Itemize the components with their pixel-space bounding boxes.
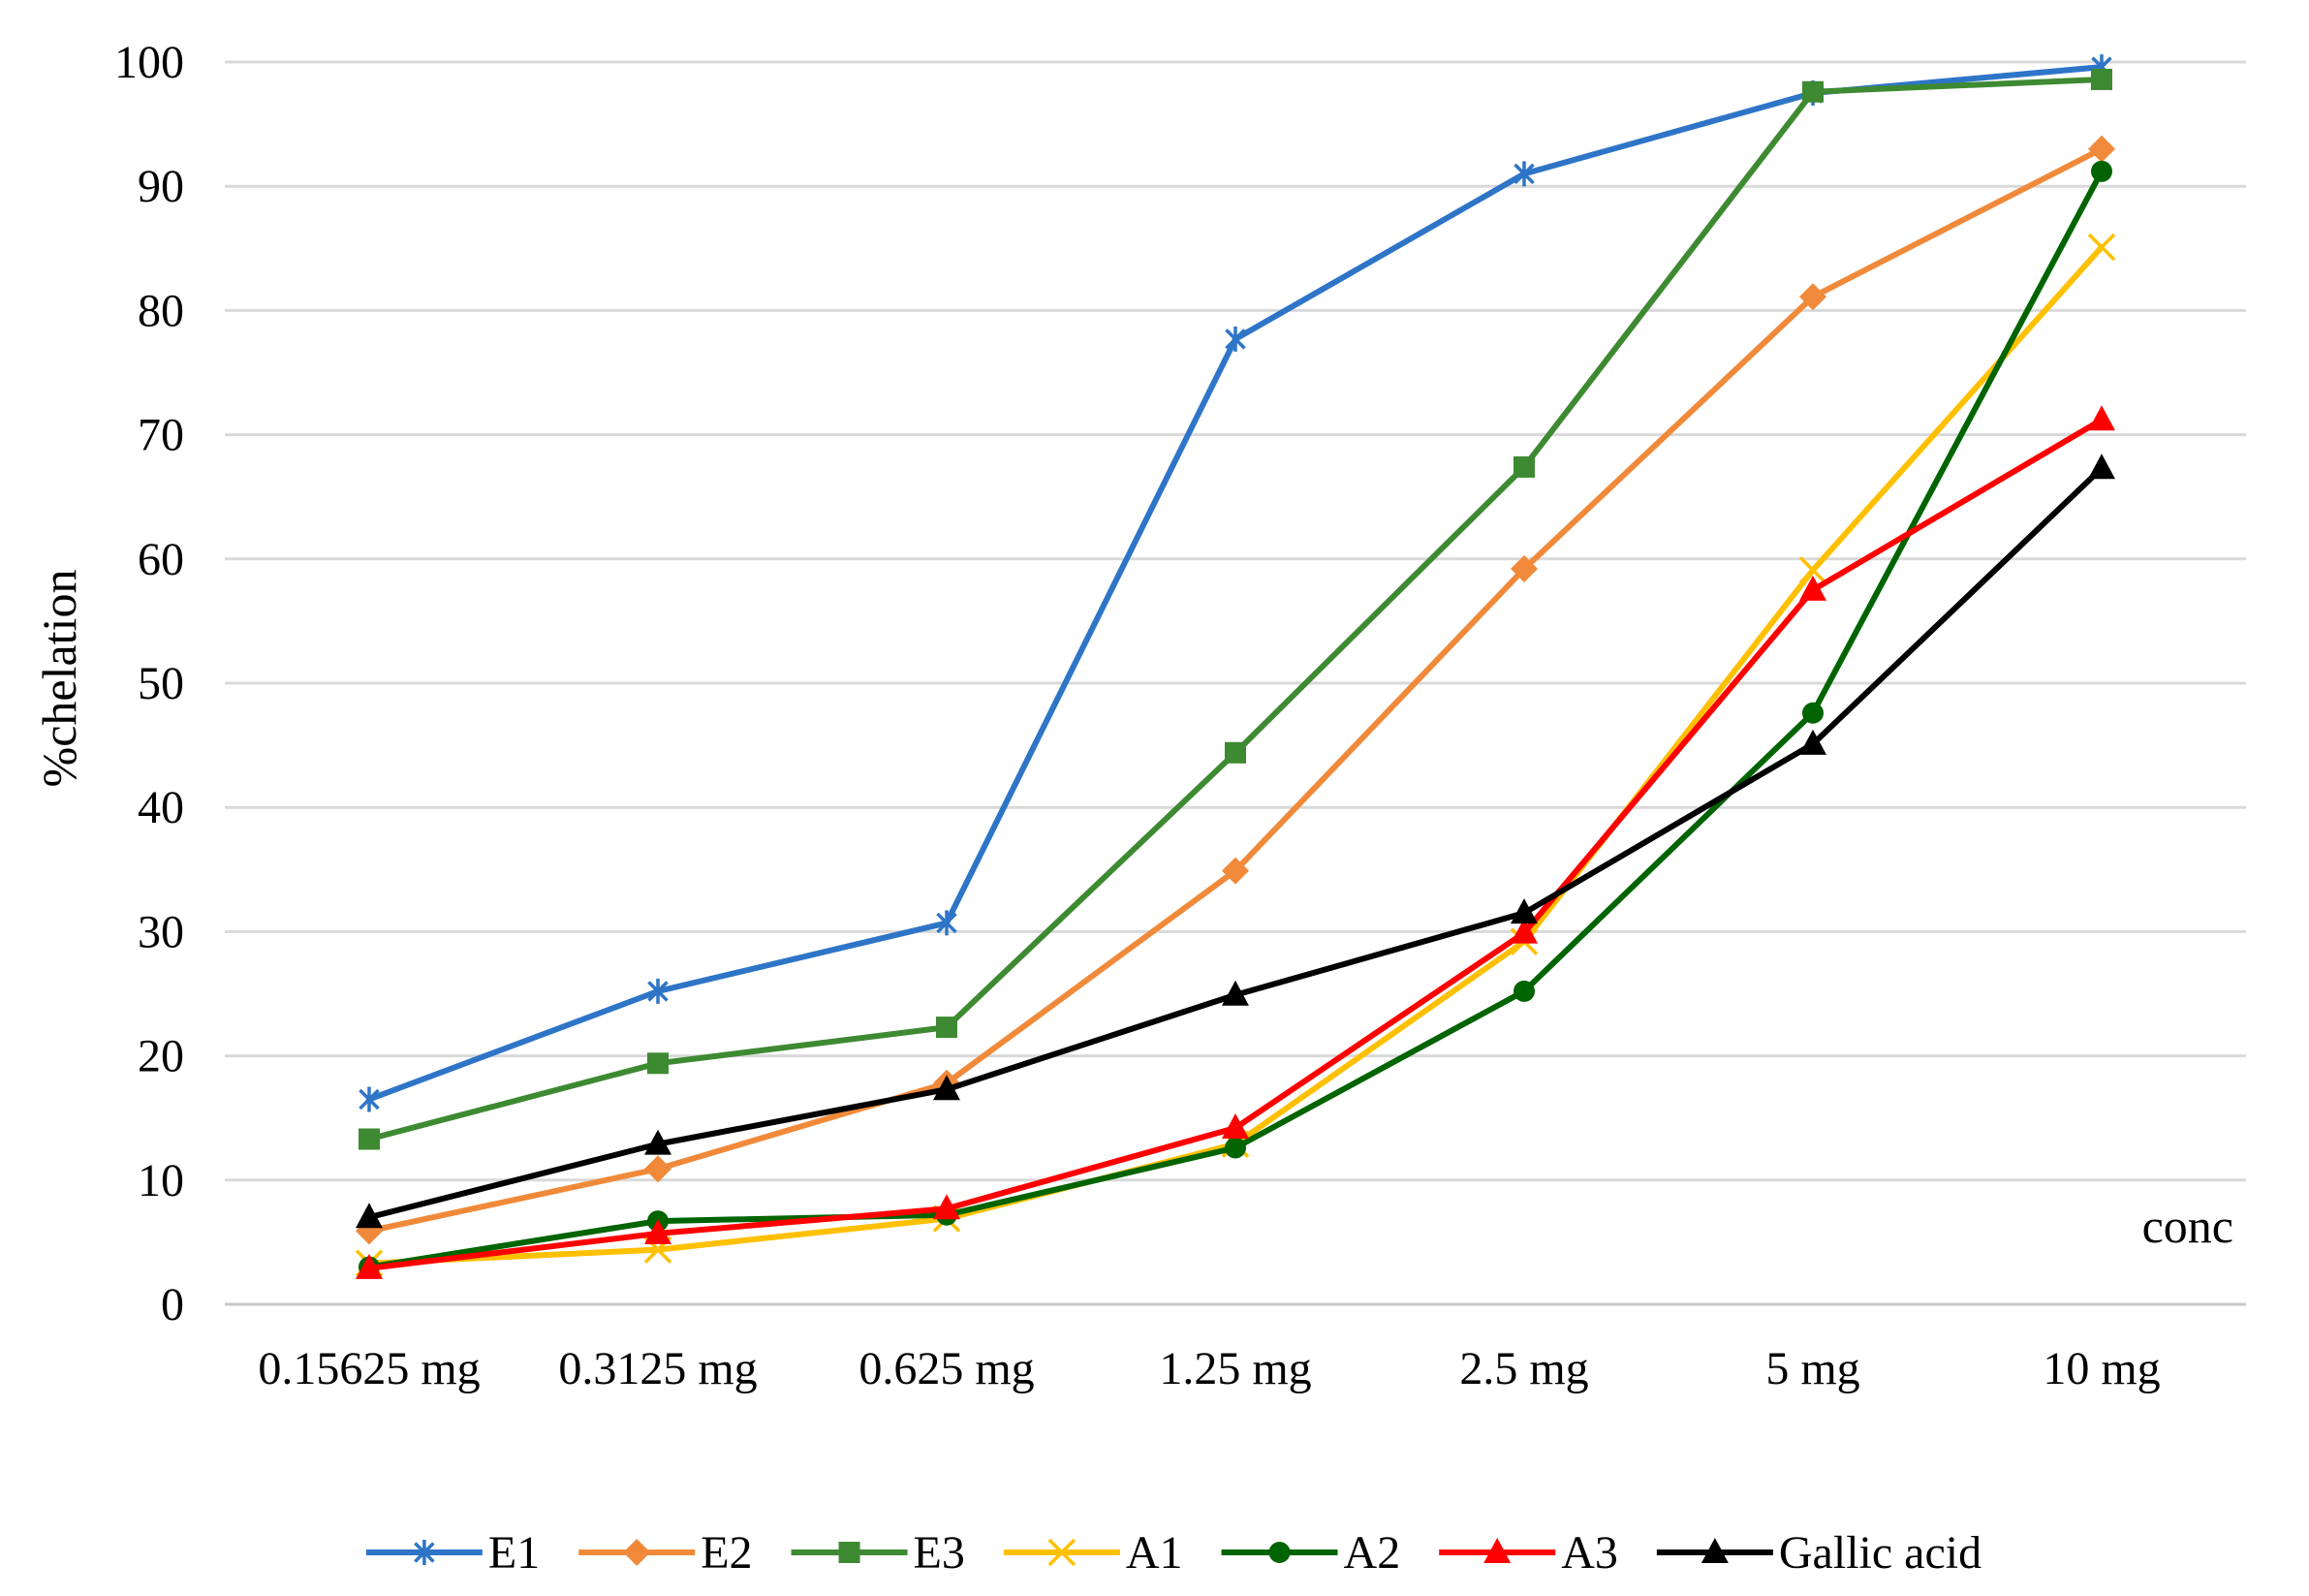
legend-label: Gallic acid (1779, 1527, 1981, 1579)
data-point (1799, 283, 1826, 311)
series-a3 (356, 405, 2115, 1279)
data-point (1222, 980, 1249, 1006)
data-point (356, 1203, 383, 1229)
data-point (1513, 455, 1535, 478)
legend-item: E2 (578, 1527, 753, 1579)
legend-item: A1 (1003, 1527, 1183, 1579)
data-point (2087, 233, 2116, 262)
data-point (2088, 454, 2115, 480)
x-tick-labels: 0.15625 mg 0.3125 mg 0.625 mg 1.25 mg 2.5 mg… (258, 1343, 2160, 1394)
legend-marker (1701, 1538, 1729, 1563)
series-lines (355, 54, 2116, 1279)
gridlines (225, 60, 2246, 1306)
data-point (2091, 68, 2112, 90)
data-point (1511, 898, 1538, 924)
y-tick-label: 100 (114, 37, 184, 88)
data-point (936, 1017, 957, 1039)
x-tick-label: 5 mg (1765, 1343, 1859, 1394)
data-point (359, 1086, 380, 1112)
data-point (1511, 555, 1538, 583)
data-point (933, 1075, 960, 1101)
y-axis-label: %chelation (32, 570, 86, 788)
data-point (1799, 729, 1826, 755)
legend: E1 E2 E3 A1 A2 A3 Gallic acid (365, 1527, 1981, 1579)
y-tick-label: 60 (138, 534, 184, 585)
x-tick-label: 0.3125 mg (558, 1343, 757, 1394)
series-e3 (359, 68, 2112, 1150)
legend-label: E3 (914, 1527, 965, 1579)
y-tick-label: 70 (138, 410, 184, 461)
legend-item: Gallic acid (1656, 1527, 1981, 1579)
legend-item: A3 (1439, 1527, 1618, 1579)
data-point (1802, 702, 1824, 724)
data-point (644, 1129, 671, 1155)
y-tick-label: 0 (161, 1279, 184, 1330)
data-point (1798, 556, 1827, 584)
y-tick-label: 10 (138, 1155, 184, 1206)
data-point (1799, 575, 1826, 601)
legend-marker (838, 1542, 860, 1563)
y-tick-label: 90 (138, 161, 184, 212)
data-point (933, 1194, 960, 1220)
y-tick-label: 30 (138, 906, 184, 957)
series-line (366, 465, 2105, 1221)
x-tick-label: 1.25 mg (1159, 1343, 1311, 1394)
data-point (1225, 326, 1246, 352)
series-e1 (359, 54, 2112, 1112)
legend-label: A3 (1561, 1527, 1618, 1579)
x-tick-label: 10 mg (2043, 1343, 2160, 1394)
data-point (1513, 161, 1535, 187)
legend-item: E1 (365, 1527, 540, 1579)
data-point (1222, 857, 1249, 885)
y-tick-labels: 0 10 20 30 40 50 60 70 80 90 100 (114, 37, 184, 1330)
legend-label: A2 (1344, 1527, 1401, 1579)
legend-label: E1 (488, 1527, 540, 1579)
data-point (2088, 135, 2115, 163)
series-e2 (356, 135, 2115, 1245)
legend-marker (1047, 1538, 1076, 1567)
legend-marker (623, 1539, 651, 1566)
legend-marker (1483, 1538, 1512, 1563)
data-point (644, 1155, 671, 1183)
x-tick-label: 0.625 mg (858, 1343, 1034, 1394)
legend-marker (414, 1540, 435, 1565)
y-tick-label: 80 (138, 285, 184, 336)
data-point (2088, 405, 2115, 431)
y-tick-label: 40 (138, 782, 184, 833)
data-point (1802, 80, 1824, 103)
data-point (1222, 1112, 1249, 1139)
data-point (1511, 918, 1538, 944)
data-point (359, 1128, 380, 1150)
data-point (1513, 980, 1535, 1002)
series-line (366, 64, 2105, 1103)
data-point (644, 1218, 671, 1244)
data-point (647, 1052, 669, 1075)
series-line (366, 76, 2105, 1142)
series-gallic-acid (356, 454, 2115, 1229)
x-tick-label: 0.15625 mg (258, 1343, 480, 1394)
x-axis-label: conc (2142, 1199, 2233, 1253)
data-point (647, 978, 669, 1004)
legend-marker (1268, 1542, 1291, 1563)
data-point (936, 910, 957, 936)
legend-item: A2 (1221, 1527, 1401, 1579)
legend-item: E3 (791, 1527, 965, 1579)
x-tick-label: 2.5 mg (1459, 1343, 1588, 1394)
data-point (1225, 1137, 1246, 1159)
legend-label: E2 (701, 1527, 752, 1579)
legend-label: A1 (1126, 1527, 1183, 1579)
data-point (2091, 160, 2112, 182)
data-point (1225, 741, 1246, 764)
y-tick-label: 50 (138, 658, 184, 709)
y-tick-label: 20 (138, 1031, 184, 1082)
data-point (356, 1253, 383, 1279)
